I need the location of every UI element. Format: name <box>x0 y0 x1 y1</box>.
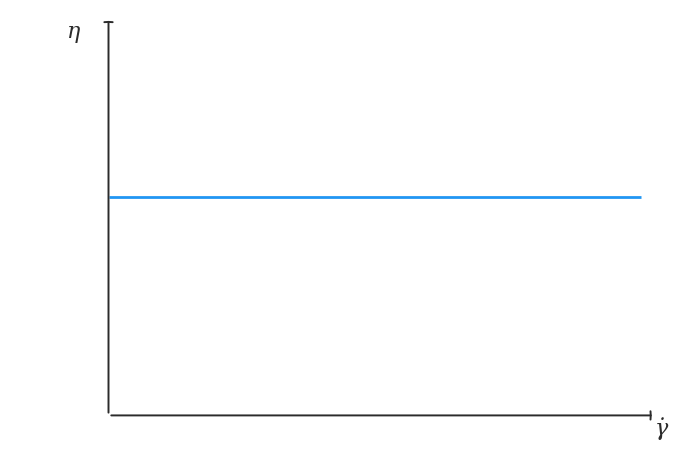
Text: η: η <box>66 21 80 43</box>
Text: γ̇: γ̇ <box>655 418 668 440</box>
